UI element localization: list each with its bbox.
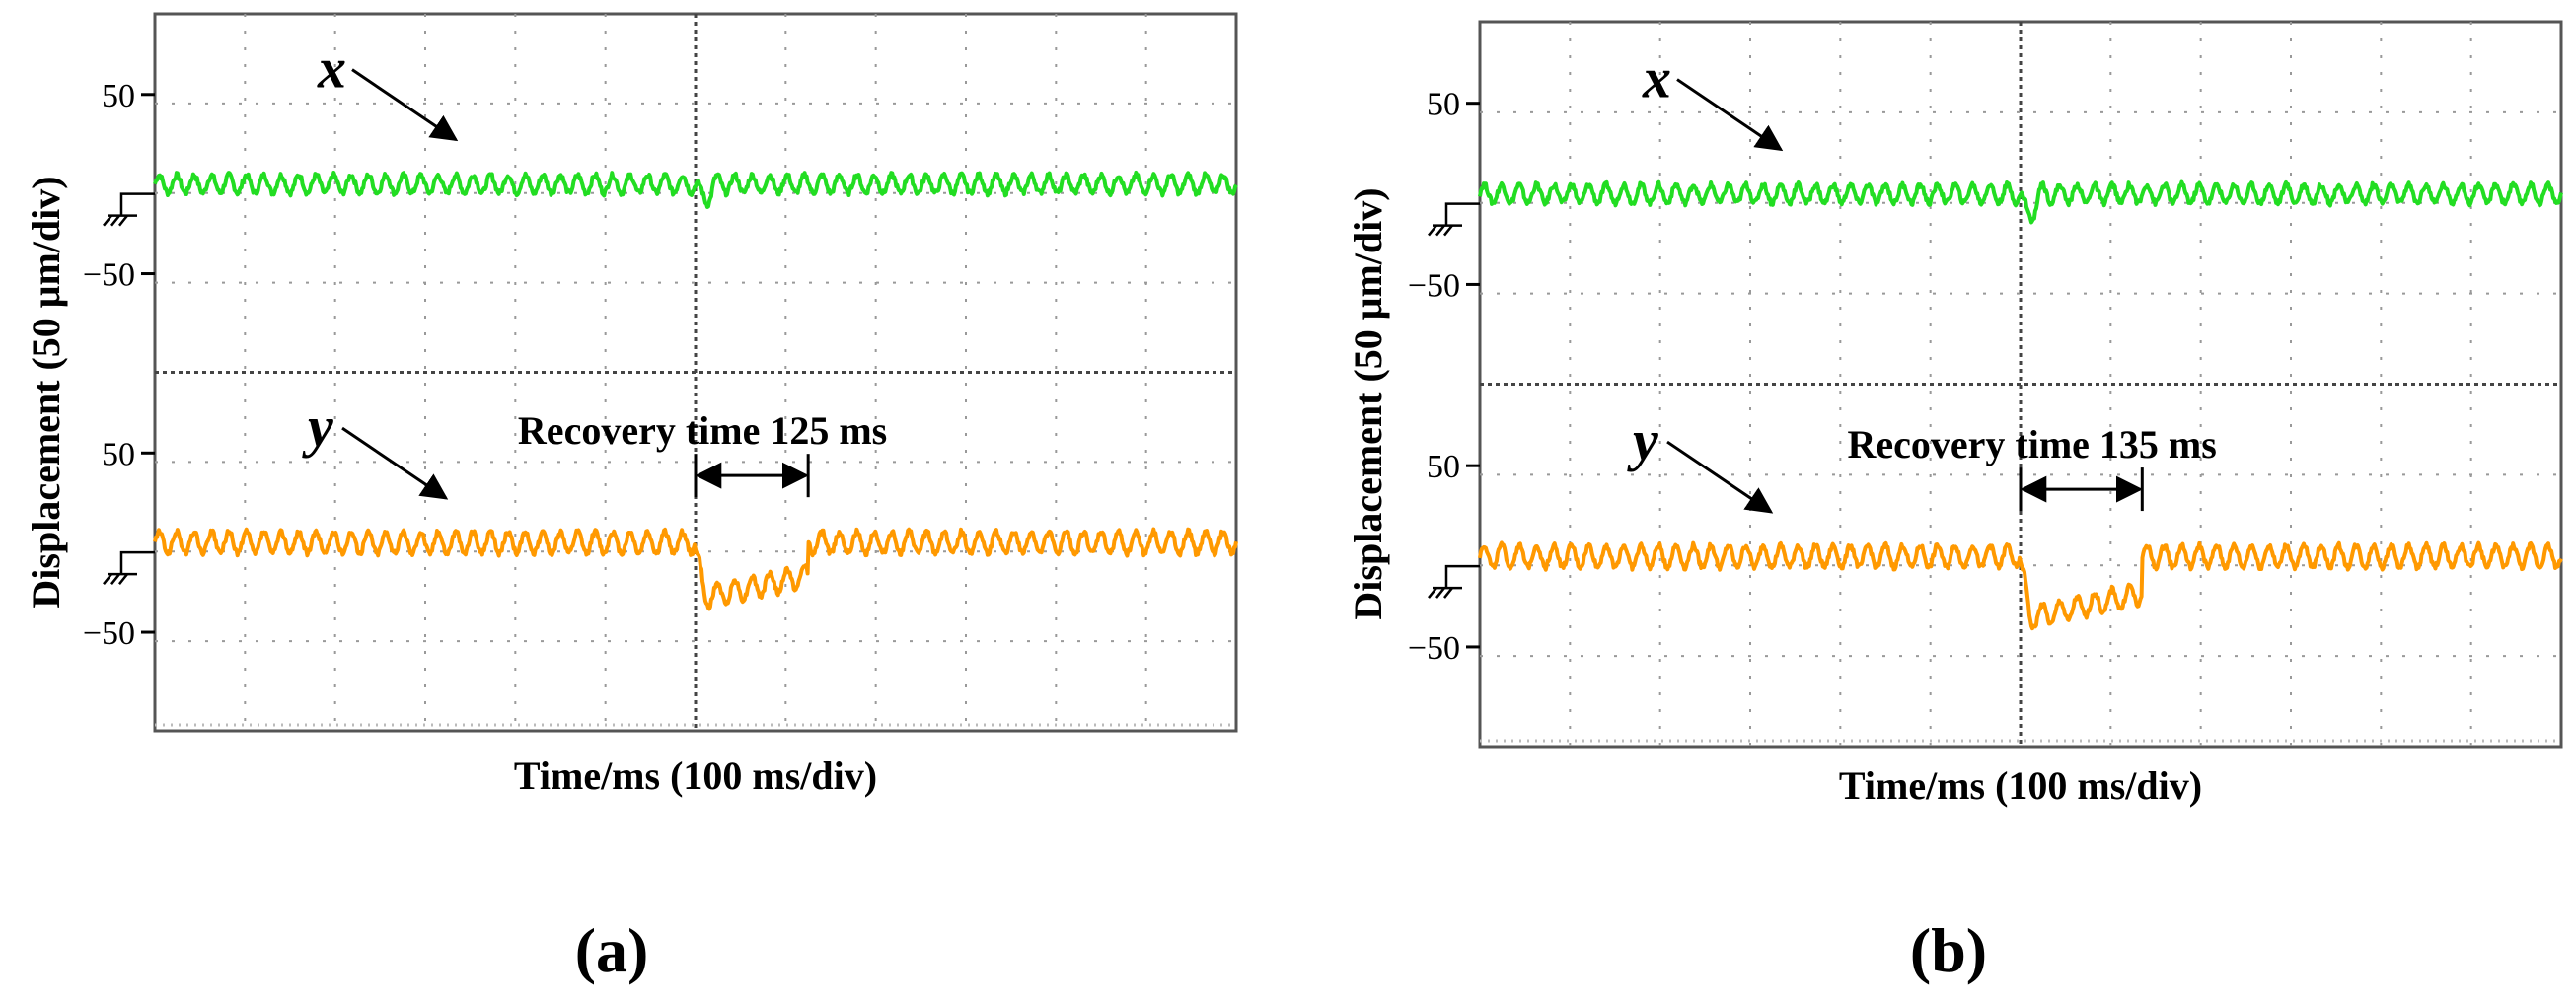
ground-icon [103,192,155,227]
trace-x [1478,179,2563,225]
y-tick-label: −50 [83,615,135,652]
ground-icon [103,550,155,585]
x-axis-label: Time/ms (100 ms/div) [1839,763,2202,808]
y-tick-label: −50 [83,257,135,294]
trace-y [153,527,1238,611]
trace-label-x: x [317,36,346,101]
panel-label: (b) [1910,915,1987,985]
arrow-y [341,426,449,500]
y-axis-label: Displacement (50 μm/div) [1346,187,1390,619]
y-tick-label: 50 [1427,449,1460,485]
trace-x [153,170,1238,209]
y-tick-label: 50 [102,78,135,114]
panel-label: (a) [575,915,649,985]
recovery-time-label: Recovery time 125 ms [518,408,887,453]
trace-label-y: y [1627,408,1658,472]
ground-icon [1428,202,1480,237]
grid [1480,22,2561,747]
chart-panel-b: 50 −50 50 −50 x y Recovery time 135 ms Time/ms … [1346,20,2563,985]
y-tick-label: 50 [1427,87,1460,123]
trace-y [1478,540,2563,631]
chart-panel-a: 50 −50 50 −50 x y Recovery time 125 ms Time/ms … [24,12,1238,985]
y-tick-label: 50 [102,436,135,472]
trace-label-y: y [302,394,333,459]
y-tick-label: −50 [1408,267,1460,304]
y-tick-label: −50 [1408,630,1460,667]
x-axis-label: Time/ms (100 ms/div) [514,753,877,798]
ground-icon [1428,564,1480,599]
recovery-time-label: Recovery time 135 ms [1848,422,2217,466]
y-axis-label: Displacement (50 μm/div) [24,176,68,608]
arrow-y [1666,440,1774,514]
arrow-x [351,68,459,142]
grid [155,14,1236,731]
trace-label-x: x [1642,46,1671,110]
arrow-x [1676,78,1784,152]
